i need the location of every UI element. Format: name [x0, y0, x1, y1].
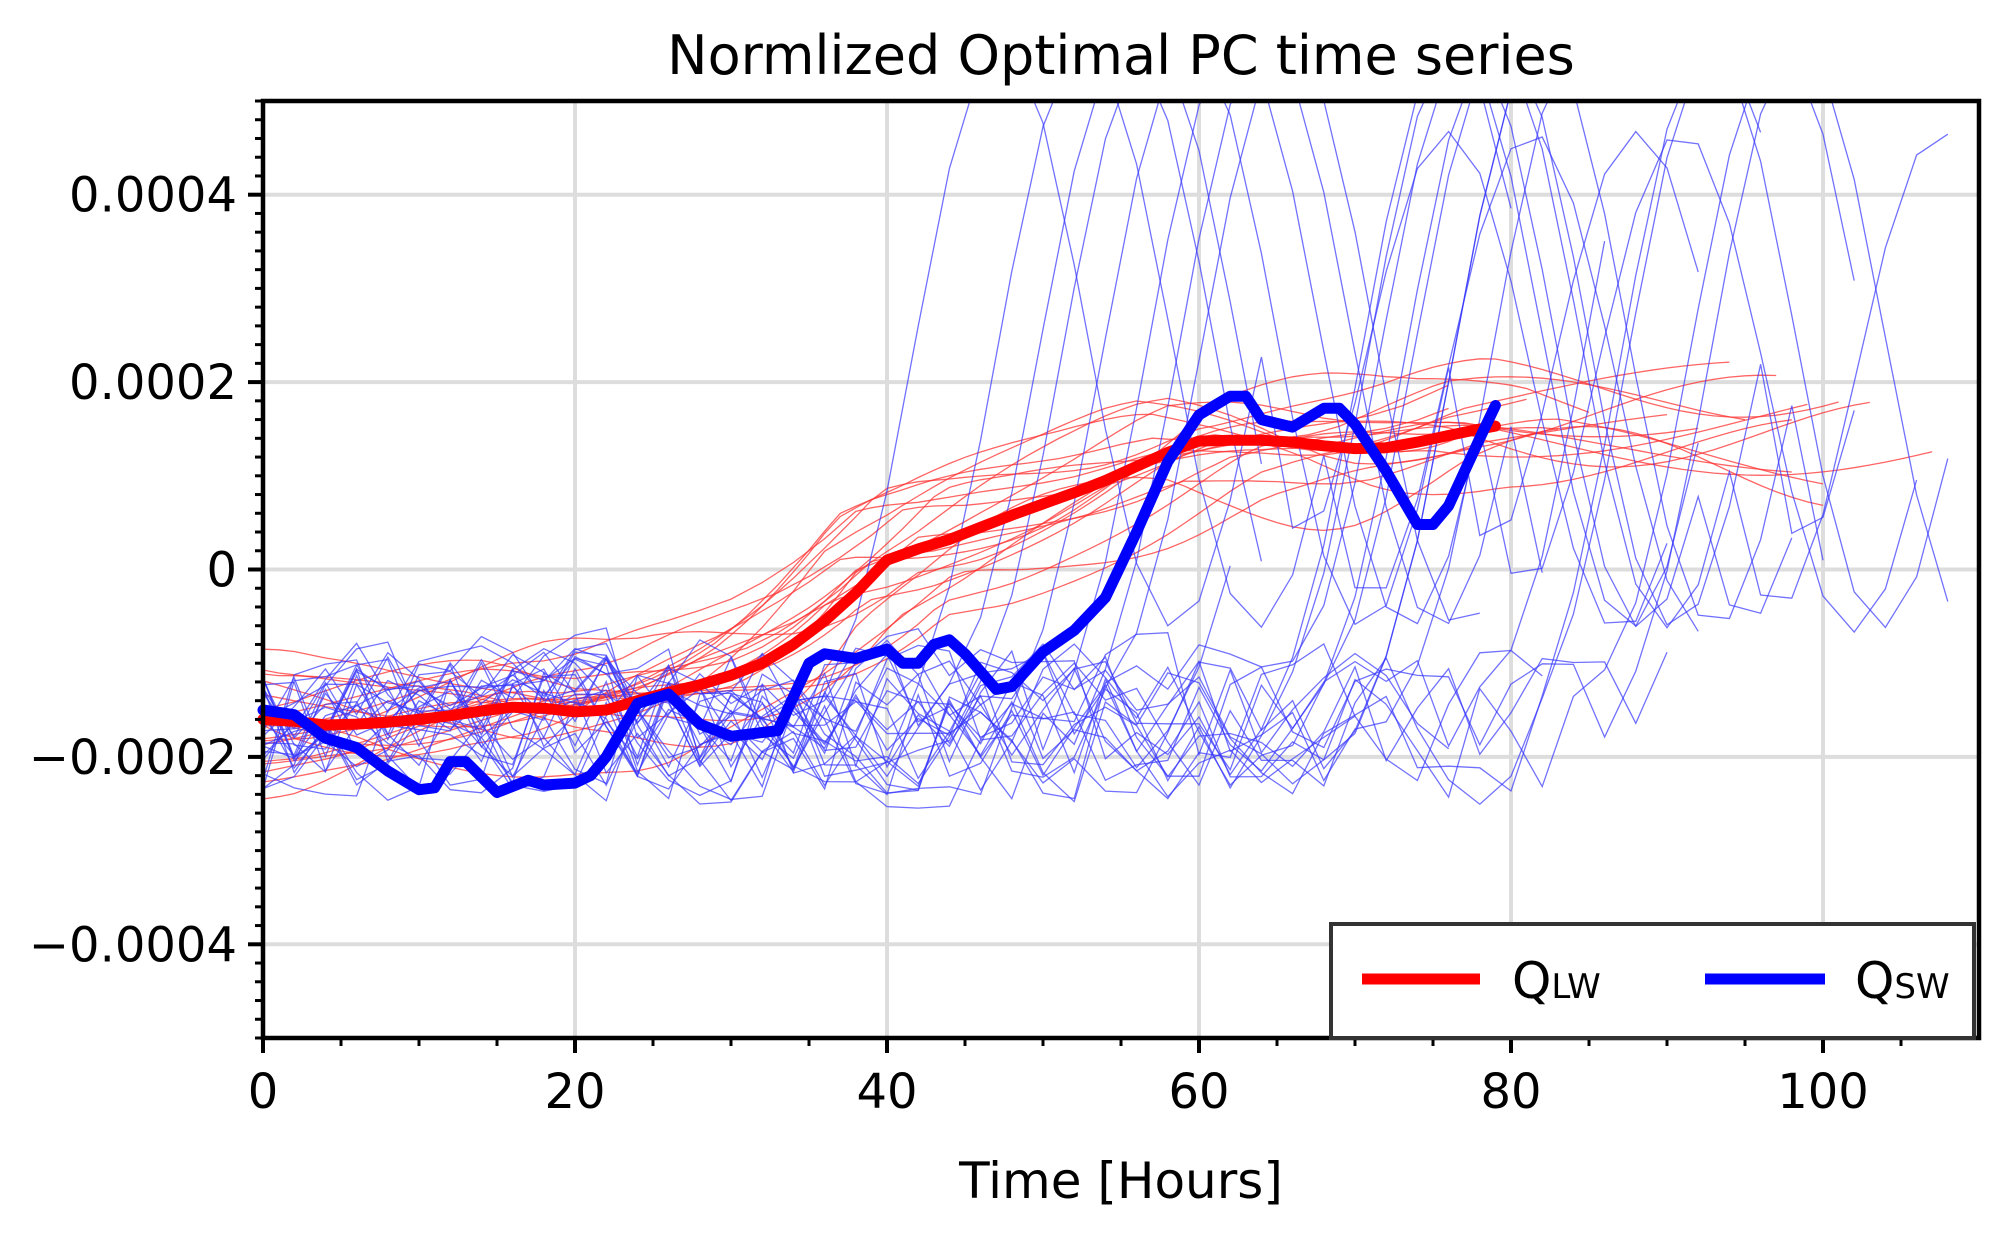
x-tick-label: 60 [1168, 1064, 1229, 1120]
x-axis-label: Time [Hours] [958, 1152, 1283, 1210]
sw-ensemble-trace [263, 101, 1949, 777]
sw-ensemble-trace [263, 632, 1450, 775]
x-tick-label: 100 [1777, 1064, 1869, 1120]
legend: QLW QSW [1329, 922, 1976, 1040]
lw-ensemble-trace [263, 400, 1808, 740]
y-tick-label: −0.0004 [29, 917, 237, 973]
sw-ensemble-trace [263, 101, 1824, 797]
x-tick-label: 40 [856, 1064, 917, 1120]
sw-ensemble-trace [263, 101, 1699, 801]
sw-ensemble-trace [263, 101, 1263, 792]
sw-ensemble-trace [263, 101, 1762, 809]
series-lines [257, 390, 1501, 798]
x-tick-label: 0 [248, 1064, 279, 1120]
y-tick-label: 0.0002 [69, 355, 237, 411]
legend-label-sw: QSW [1855, 952, 1950, 1010]
series-line-lw [257, 420, 1501, 731]
x-tick-label: 80 [1480, 1064, 1541, 1120]
sw-ensemble-trace [263, 101, 1699, 783]
lw-ensemble-trace [263, 401, 1870, 757]
sw-ensemble-trace [263, 101, 1855, 799]
sw-ensemble-trace [263, 101, 1512, 800]
sw-ensemble-trace [263, 643, 1543, 800]
sw-ensemble-trace [263, 101, 1480, 801]
sw-ensemble-trace [263, 101, 1668, 797]
thin-lines [263, 101, 1949, 809]
lw-ensemble-trace [263, 419, 1792, 773]
y-tick-label: −0.0002 [29, 730, 237, 786]
sw-ensemble-trace [263, 642, 1668, 778]
lw-ensemble-trace [263, 361, 1730, 727]
series-line-sw [257, 390, 1501, 798]
tick-labels: 0 20 40 60 80 100 −0.0004 −0.0002 0 0.0002 0.0004 [29, 168, 1869, 1120]
chart-title: Normlized Optimal PC time series [667, 24, 1575, 87]
lw-ensemble-trace [263, 372, 1590, 740]
sw-ensemble-trace [263, 101, 1949, 803]
x-tick-label: 20 [544, 1064, 605, 1120]
sw-ensemble-trace [263, 101, 1543, 801]
legend-label-lw: QLW [1512, 952, 1601, 1010]
y-tick-label: 0 [206, 543, 237, 599]
y-tick-label: 0.0004 [69, 168, 237, 224]
sw-ensemble-trace [263, 101, 1509, 802]
lw-ensemble-trace [263, 445, 1480, 778]
